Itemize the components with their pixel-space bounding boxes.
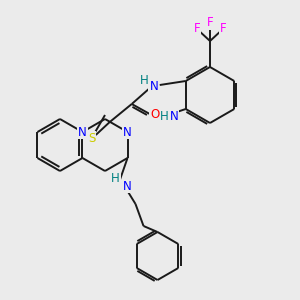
Text: O: O	[150, 107, 159, 121]
Text: N: N	[78, 125, 87, 139]
Text: N: N	[123, 179, 132, 193]
Text: H: H	[159, 110, 168, 124]
Text: H: H	[140, 74, 148, 86]
Text: F: F	[194, 22, 200, 35]
Text: H: H	[111, 172, 120, 184]
Text: S: S	[88, 131, 95, 145]
Text: F: F	[207, 16, 213, 29]
Text: N: N	[123, 125, 132, 139]
Text: N: N	[169, 110, 178, 124]
Text: N: N	[149, 80, 158, 92]
Text: F: F	[220, 22, 226, 35]
